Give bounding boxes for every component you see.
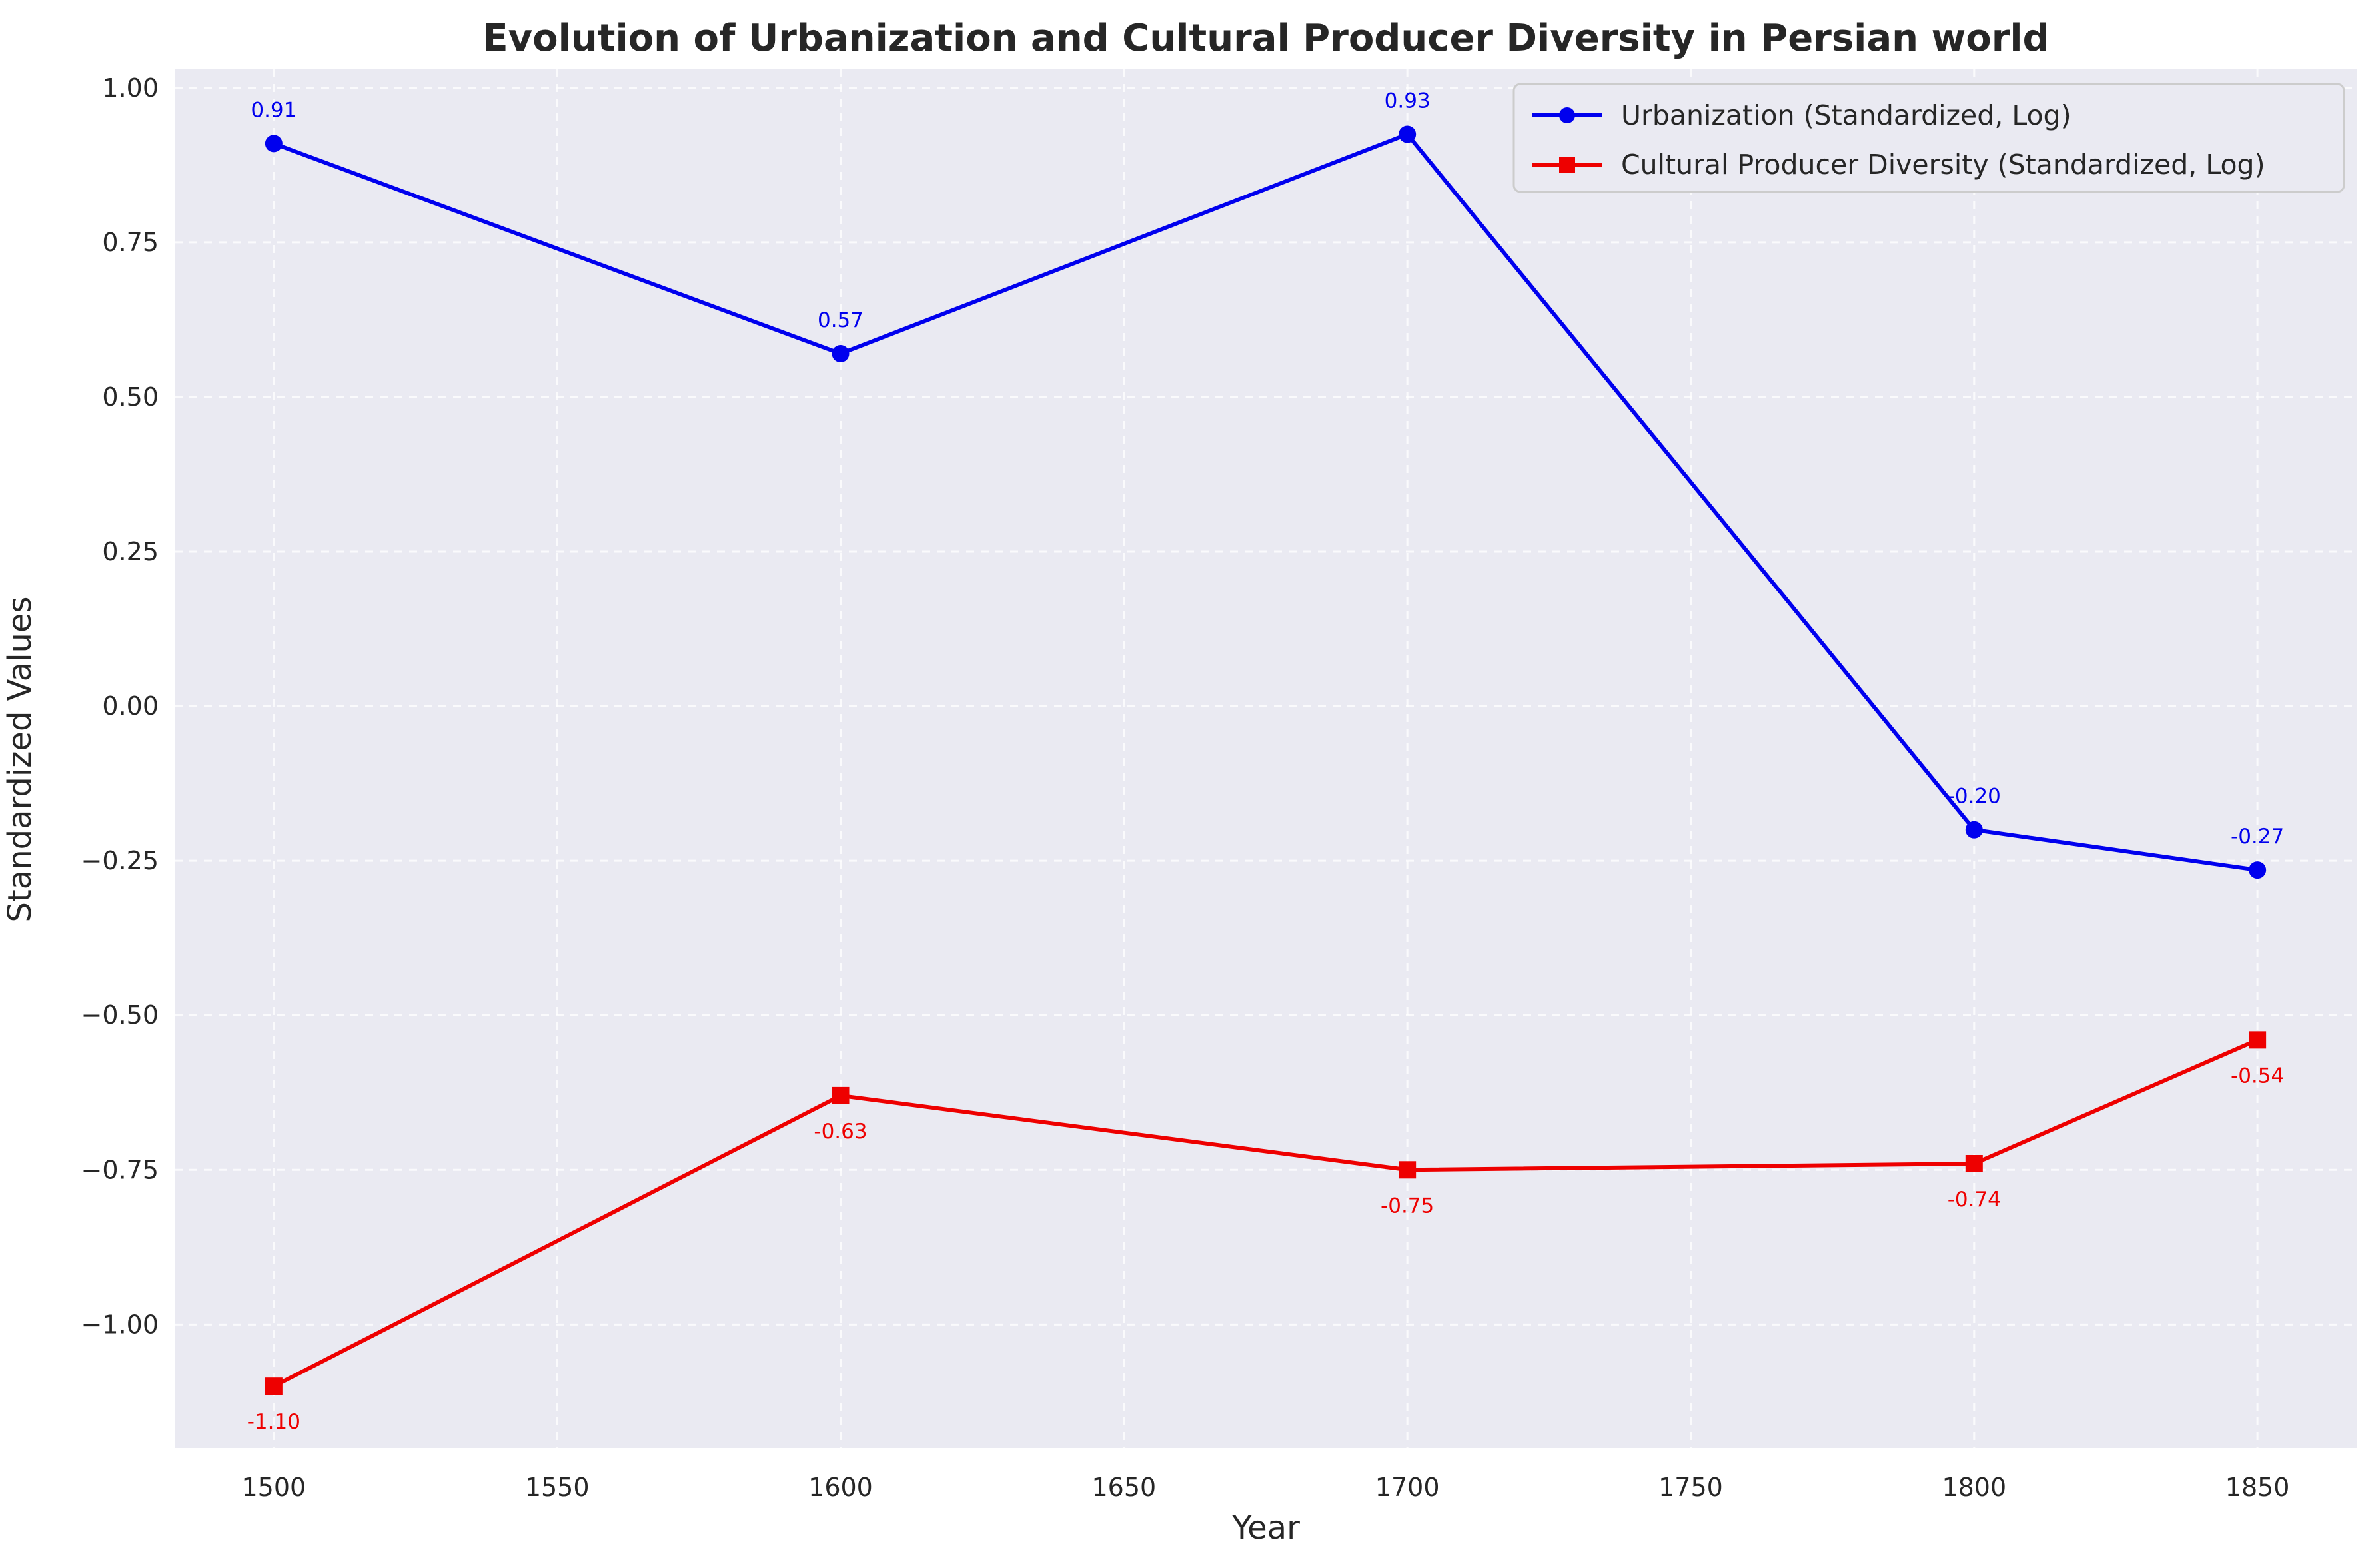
- data-label: -1.10: [247, 1410, 300, 1434]
- x-tick-label: 1800: [1942, 1473, 2006, 1502]
- x-ticks: 1500 1550 1600 1650 1700 1750 1800 1850: [242, 1473, 2290, 1502]
- data-point: [265, 1377, 283, 1395]
- data-label: 0.91: [251, 98, 296, 122]
- data-point: [2249, 861, 2267, 879]
- data-point: [2249, 1031, 2267, 1049]
- data-label: -0.74: [1948, 1188, 2001, 1212]
- grid: [175, 69, 2357, 1448]
- x-tick-label: 1850: [2225, 1473, 2290, 1502]
- data-label: 0.93: [1385, 89, 1431, 113]
- data-point: [265, 135, 283, 153]
- legend-label-urbanization: Urbanization (Standardized, Log): [1621, 99, 2071, 131]
- data-label: -0.27: [2231, 825, 2284, 849]
- data-label: 0.57: [818, 308, 864, 332]
- y-tick-label: 0.00: [102, 691, 159, 721]
- y-tick-label: 1.00: [102, 73, 159, 103]
- x-tick-label: 1700: [1375, 1473, 1440, 1502]
- legend-marker-urbanization: [1559, 107, 1575, 123]
- chart-title: Evolution of Urbanization and Cultural P…: [482, 17, 2049, 60]
- x-tick-label: 1650: [1091, 1473, 1156, 1502]
- data-point: [832, 344, 850, 362]
- y-tick-label: 0.75: [102, 228, 159, 257]
- data-point: [1965, 821, 1983, 839]
- series-layer: [265, 125, 2267, 1395]
- x-tick-label: 1750: [1658, 1473, 1723, 1502]
- data-point: [1399, 125, 1417, 143]
- data-label: -0.20: [1948, 785, 2001, 809]
- y-ticks: 1.00 0.75 0.50 0.25 0.00 −0.25 −0.50 −0.75 −1.00: [81, 73, 159, 1340]
- legend: Urbanization (Standardized, Log) Cultura…: [1512, 83, 2345, 193]
- x-tick-label: 1600: [808, 1473, 873, 1502]
- data-label: -0.54: [2231, 1064, 2284, 1088]
- y-tick-label: −1.00: [81, 1310, 159, 1339]
- x-axis-label: Year: [1231, 1509, 1300, 1547]
- data-label: -0.75: [1381, 1194, 1434, 1218]
- x-tick-label: 1500: [242, 1473, 306, 1502]
- data-point: [1965, 1155, 1983, 1173]
- data-point: [1399, 1161, 1417, 1179]
- y-tick-label: 0.50: [102, 382, 159, 412]
- data-labels: 0.91 0.57 0.93 -0.20 -0.27 -1.10 -0.63 -0.75 -0.…: [247, 89, 2284, 1434]
- data-point: [832, 1086, 850, 1104]
- y-axis-label: Standardized Values: [1, 597, 39, 923]
- y-tick-label: 0.25: [102, 537, 159, 566]
- y-tick-label: −0.50: [81, 1000, 159, 1030]
- y-tick-label: −0.25: [81, 846, 159, 875]
- x-tick-label: 1550: [525, 1473, 590, 1502]
- data-label: -0.63: [814, 1120, 867, 1144]
- legend-box: [1512, 83, 2345, 193]
- plot-area: [175, 69, 2357, 1448]
- y-tick-label: −0.75: [81, 1155, 159, 1184]
- legend-marker-diversity: [1559, 157, 1575, 173]
- legend-label-diversity: Cultural Producer Diversity (Standardize…: [1621, 149, 2265, 181]
